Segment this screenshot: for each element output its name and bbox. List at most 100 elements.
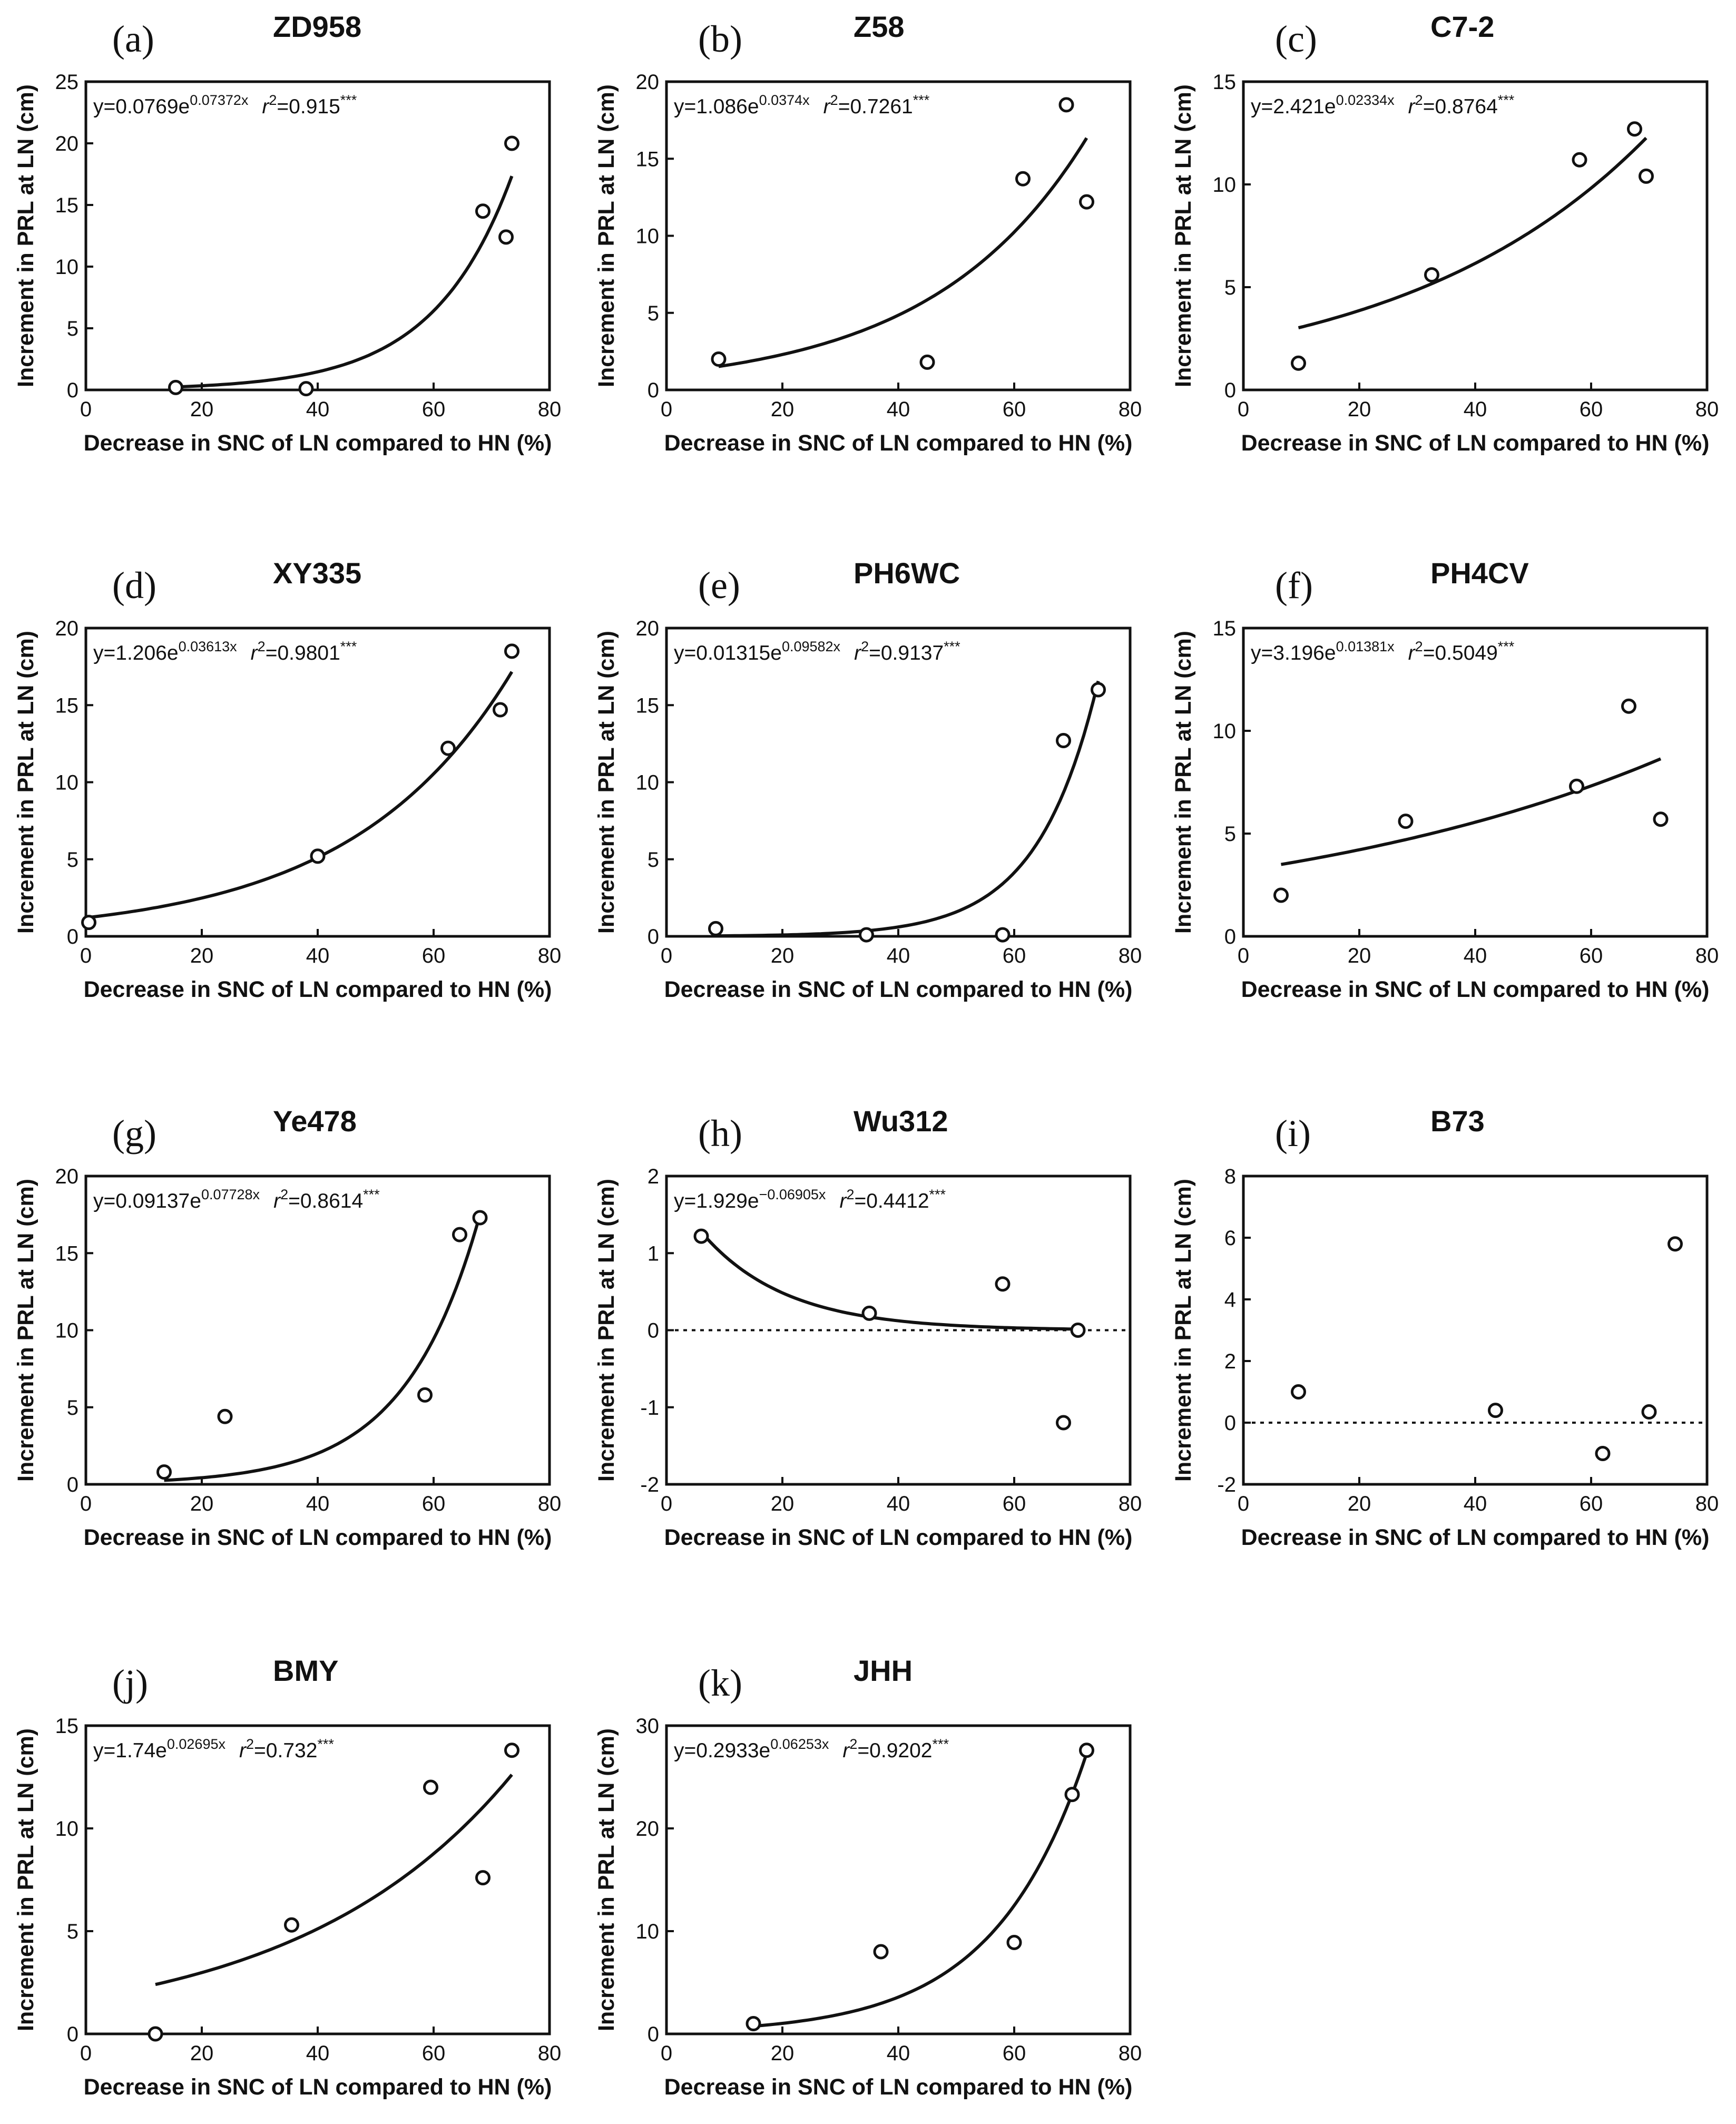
equation-exponent: 0.02695x <box>167 1736 226 1752</box>
significance-stars: *** <box>317 1736 334 1752</box>
r-squared-label: r <box>273 1190 281 1212</box>
panel-label: (g) <box>112 1112 156 1154</box>
chart-panel-g: (g) Ye478 0 20 40 60 80 0 5 10 15 20 Decrease in SNC… <box>13 1104 561 1550</box>
data-point <box>1639 168 1654 184</box>
data-point <box>168 379 183 395</box>
x-tick-label: 0 <box>1238 398 1249 421</box>
x-tick-label: 0 <box>1238 1492 1249 1515</box>
y-tick-label: 20 <box>636 71 660 94</box>
x-tick-label: 20 <box>1348 944 1371 967</box>
data-point <box>1572 152 1587 168</box>
y-axis-label: Increment in PRL at LN (cm) <box>594 631 619 934</box>
y-tick-label: 0 <box>67 925 79 948</box>
significance-stars: *** <box>944 639 960 654</box>
equation-lhs: y=1.929e <box>674 1190 759 1212</box>
x-axis-label: Decrease in SNC of LN compared to HN (%) <box>1241 430 1710 456</box>
x-tick-label: 60 <box>1580 1492 1603 1515</box>
y-tick-label: 20 <box>55 1165 79 1188</box>
data-point <box>475 203 491 219</box>
panel-title: PH4CV <box>1430 556 1529 590</box>
fit-curve <box>753 1753 1088 2028</box>
r-squared-value: =0.915 <box>277 95 340 118</box>
data-point <box>504 1743 519 1758</box>
y-tick-label: 5 <box>67 1920 79 1943</box>
significance-stars: *** <box>340 639 357 654</box>
plot-frame <box>84 627 551 938</box>
y-tick-label: 5 <box>67 317 79 340</box>
r-squared-value: =0.732 <box>254 1739 317 1762</box>
r-squared-label: r <box>251 642 259 664</box>
fit-curve <box>89 671 514 919</box>
x-tick-label: 80 <box>1695 398 1719 421</box>
y-tick-label: 25 <box>55 71 79 94</box>
equation-lhs: y=3.196e <box>1251 642 1336 664</box>
plot-frame <box>665 1724 1132 2035</box>
x-axis-label: Decrease in SNC of LN compared to HN (%) <box>1241 977 1710 1002</box>
y-tick-label: 20 <box>636 617 660 640</box>
x-tick-label: 80 <box>538 1492 562 1515</box>
equation-exponent: 0.01381x <box>1336 639 1395 654</box>
panel-title: JHH <box>854 1654 913 1687</box>
x-tick-label: 40 <box>887 2042 910 2065</box>
chart-panel-d: (d) XY335 0 20 40 60 80 0 5 10 15 20 Decrease in SNC… <box>13 556 561 1002</box>
panel-title: B73 <box>1430 1104 1485 1138</box>
y-tick-label: 20 <box>55 617 79 640</box>
data-point <box>1273 887 1289 903</box>
r-squared-label: r <box>1408 642 1416 664</box>
data-point <box>693 1228 709 1244</box>
x-tick-label: 20 <box>1348 398 1371 421</box>
y-axis-label: Increment in PRL at LN (cm) <box>13 84 38 387</box>
x-tick-label: 40 <box>306 2042 330 2065</box>
r-squared-value: =0.8764 <box>1423 95 1498 118</box>
x-tick-label: 40 <box>306 944 330 967</box>
chart-panel-e: (e) PH6WC 0 20 40 60 80 0 5 10 15 20 Decrease in SNC… <box>594 556 1142 1002</box>
panel-title: Wu312 <box>854 1104 948 1138</box>
r-squared-value: =0.9801 <box>266 642 340 664</box>
data-point <box>440 740 456 756</box>
y-tick-label: 10 <box>1213 173 1237 197</box>
significance-stars: *** <box>913 92 930 108</box>
r-squared-exponent: 2 <box>861 639 869 654</box>
significance-stars: *** <box>1498 92 1515 108</box>
r-squared-value: =0.8614 <box>288 1190 363 1212</box>
chart-panel-f: (f) PH4CV 0 20 40 60 80 0 5 10 15 Decrease in SNC o… <box>1171 556 1719 1002</box>
significance-stars: *** <box>929 1187 946 1202</box>
y-tick-label: 10 <box>55 771 79 795</box>
r-squared-exponent: 2 <box>830 92 838 108</box>
data-point <box>1056 733 1071 749</box>
data-point <box>1595 1446 1611 1461</box>
y-tick-label: 15 <box>55 194 79 217</box>
y-tick-label: 0 <box>1224 925 1236 948</box>
data-point <box>919 354 935 370</box>
x-axis-label: Decrease in SNC of LN compared to HN (%) <box>664 430 1133 456</box>
r-squared-label: r <box>842 1739 850 1762</box>
panel-label: (j) <box>112 1662 148 1704</box>
data-point <box>1291 1384 1306 1399</box>
y-tick-label: 10 <box>1213 720 1237 743</box>
equation-exponent: 0.09582x <box>782 639 841 654</box>
y-tick-label: 6 <box>1224 1227 1236 1250</box>
data-point <box>284 1917 299 1933</box>
significance-stars: *** <box>1498 639 1515 654</box>
x-tick-label: 20 <box>771 2042 795 2065</box>
data-point <box>1015 171 1031 187</box>
y-tick-label: 0 <box>67 1473 79 1496</box>
data-point <box>1621 698 1636 714</box>
x-axis-label: Decrease in SNC of LN compared to HN (%) <box>1241 1525 1710 1550</box>
y-tick-label: 4 <box>1224 1288 1236 1311</box>
fit-equation: y=1.929e−0.06905x r2=0.4412*** <box>674 1187 946 1212</box>
data-point <box>995 1276 1011 1292</box>
x-tick-label: 60 <box>1003 944 1026 967</box>
x-tick-label: 20 <box>190 2042 214 2065</box>
panel-title: Ye478 <box>273 1104 357 1138</box>
equation-lhs: y=1.206e <box>93 642 179 664</box>
fit-curve <box>1298 136 1647 330</box>
significance-stars: *** <box>932 1736 949 1752</box>
r-squared-exponent: 2 <box>1415 92 1423 108</box>
y-tick-label: 0 <box>648 1319 659 1343</box>
y-tick-label: 10 <box>55 1319 79 1343</box>
y-axis-label: Increment in PRL at LN (cm) <box>594 1179 619 1482</box>
r-squared-exponent: 2 <box>280 1187 288 1202</box>
y-tick-label: 15 <box>636 148 660 171</box>
data-point <box>1627 121 1642 137</box>
